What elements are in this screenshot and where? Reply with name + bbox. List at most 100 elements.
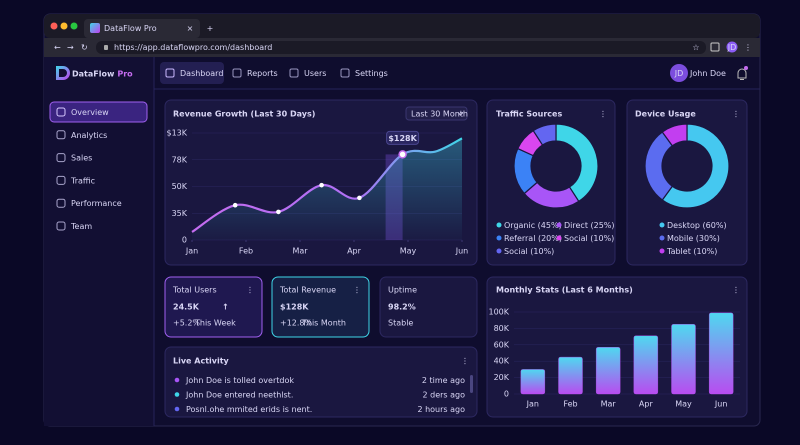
nav-icon	[289, 68, 299, 78]
reload-button[interactable]: ↻	[81, 43, 88, 52]
nav-item[interactable]: Dashboard	[180, 69, 223, 78]
tab-bar	[44, 14, 760, 38]
nav-icon	[232, 68, 242, 78]
point	[232, 202, 238, 208]
card-menu[interactable]: ⋮	[353, 286, 361, 295]
stat-card	[379, 276, 478, 338]
stat-title: Total Users	[172, 286, 217, 295]
stat-value: 24.5K	[173, 303, 200, 312]
user-initials: JD	[674, 69, 684, 78]
maximize-button[interactable]	[70, 22, 78, 30]
back-button[interactable]: ←	[54, 43, 61, 52]
legend-label: Social (10%)	[504, 247, 554, 256]
activity-text: John Doe is tolled overtdok	[185, 376, 294, 385]
sidebar-item[interactable]: Performance	[71, 199, 122, 208]
stat-value: 98.2%	[388, 303, 416, 312]
bookmark-star[interactable]: ☆	[692, 43, 699, 52]
bar	[520, 369, 546, 395]
y-tick-label: 0	[182, 236, 187, 245]
sidebar-icon	[56, 130, 66, 140]
menu-button[interactable]: ⋮	[744, 43, 752, 52]
card-title: Device Usage	[635, 110, 696, 119]
card-menu[interactable]: ⋮	[599, 110, 607, 119]
card-menu[interactable]: ⋮	[732, 110, 740, 119]
sidebar-icon	[56, 107, 66, 117]
sidebar-item[interactable]: Overview	[71, 108, 109, 117]
tab[interactable]	[84, 19, 200, 38]
sidebar-toggle[interactable]	[710, 42, 720, 52]
nav-item[interactable]: Reports	[247, 69, 278, 78]
stat-title: Uptime	[388, 286, 417, 295]
activity-dot	[174, 377, 180, 383]
y-tick-label: 50K	[172, 182, 188, 191]
address-bar[interactable]	[96, 41, 706, 54]
new-tab[interactable]: +	[207, 24, 214, 33]
x-tick-label: Feb	[563, 400, 577, 409]
stat-period: Stable	[388, 319, 413, 328]
y-tick-label: 80K	[494, 324, 510, 333]
x-tick-label: Mar	[601, 400, 617, 409]
legend-label: Referral (20%)	[504, 234, 562, 243]
notification-dot	[744, 66, 748, 70]
minimize-button[interactable]	[60, 22, 68, 30]
profile-initials: JD	[727, 43, 737, 52]
card-title: Traffic Sources	[496, 110, 562, 119]
bar	[595, 347, 621, 395]
y-tick-label: $13K	[166, 129, 187, 138]
donut-slice	[661, 123, 688, 147]
dropdown-label: Last 30 Month	[411, 110, 468, 119]
sidebar-item[interactable]: Team	[70, 222, 92, 231]
card-menu[interactable]: ⋮	[461, 357, 469, 366]
sidebar-item[interactable]: Traffic	[70, 176, 95, 185]
x-tick-label: Jun	[455, 247, 469, 256]
bar	[671, 324, 696, 395]
legend-swatch	[496, 222, 502, 228]
notifications[interactable]	[737, 68, 747, 80]
sidebar-item[interactable]: Sales	[71, 154, 92, 163]
y-tick-label: 60K	[494, 340, 510, 349]
x-tick-label: Feb	[239, 247, 253, 256]
stat-card	[164, 276, 263, 338]
activity-dot	[174, 406, 180, 412]
stat-change: +12.8%	[280, 319, 313, 328]
profile-avatar[interactable]	[726, 41, 738, 53]
point	[319, 182, 324, 188]
nav-item[interactable]: Users	[304, 69, 326, 78]
activity-time: 2 time ago	[422, 376, 465, 385]
card-menu[interactable]: ⋮	[732, 286, 740, 295]
nav-item[interactable]: Settings	[355, 69, 388, 78]
area	[192, 138, 462, 240]
x-tick-label: Apr	[639, 400, 654, 409]
nav-icon	[340, 68, 350, 78]
y-tick-label: 100K	[488, 308, 509, 317]
tab-icon	[90, 23, 100, 33]
activity-text: John Doe entered neethlst.	[185, 391, 293, 400]
y-tick-label: 20K	[494, 373, 510, 382]
line	[191, 137, 463, 233]
legend-label: Mobile (30%)	[667, 234, 720, 243]
close-button[interactable]	[50, 22, 58, 30]
x-tick-label: Jan	[185, 247, 198, 256]
lock-icon	[104, 45, 108, 50]
legend-swatch	[556, 222, 562, 228]
legend-swatch	[496, 248, 502, 254]
forward-button[interactable]: →	[67, 43, 74, 52]
user-avatar[interactable]	[670, 64, 688, 82]
card-menu[interactable]: ⋮	[246, 286, 254, 295]
tab-title: DataFlow Pro	[104, 24, 157, 33]
card-menus: ⋮ ⋮ ⋮ ⋮ ⋮ ⋮	[246, 110, 740, 366]
stat-change: +5.2%	[173, 319, 200, 328]
legend-swatch	[496, 235, 502, 241]
sidebar-item[interactable]: Analytics	[71, 131, 107, 140]
legend-swatch	[659, 248, 665, 254]
stat-title: Total Revenue	[279, 286, 336, 295]
tab-close[interactable]: ×	[187, 24, 194, 33]
card-title: Monthly Stats (Last 6 Months)	[496, 286, 633, 295]
dropdown-caret	[457, 112, 464, 116]
app-logo	[56, 66, 70, 80]
sidebar-icon	[56, 198, 66, 208]
range-dropdown[interactable]	[405, 106, 468, 121]
activity-time: 2 ders ago	[422, 391, 465, 400]
